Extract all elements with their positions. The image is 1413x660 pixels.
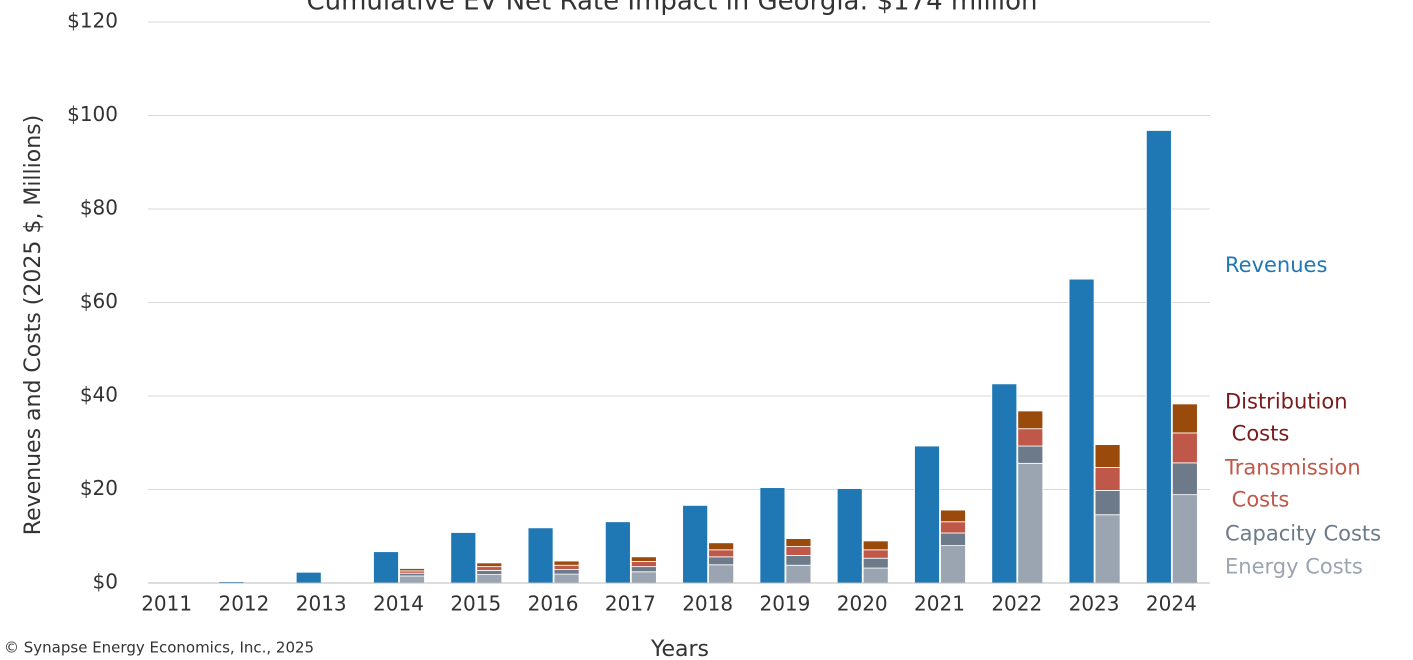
y-tick-label: $80 — [80, 196, 118, 220]
bar-segment — [1171, 432, 1198, 464]
chart-title: Cumulative EV Net Rate Impact in Georgia… — [306, 0, 1037, 17]
x-tick-label: 2018 — [682, 592, 733, 616]
y-tick-label: $40 — [80, 383, 118, 407]
y-tick-label: $100 — [67, 102, 118, 126]
bar-segment — [630, 561, 657, 568]
bar-segment — [399, 575, 425, 584]
legend-label: Distribution Costs — [1225, 389, 1348, 445]
legend-label: Energy Costs — [1225, 554, 1363, 578]
legend-label: Revenues — [1225, 253, 1327, 277]
y-axis-label: Revenues and Costs (2025 $, Millions) — [21, 115, 46, 535]
x-tick-label: 2017 — [605, 592, 656, 616]
bar-segment — [708, 542, 735, 551]
bar-segment — [476, 562, 503, 568]
bar-segment — [862, 540, 889, 551]
bar-segment — [940, 532, 966, 546]
bar-segment — [1094, 467, 1121, 491]
bar-segment — [630, 566, 657, 573]
x-tick-label: 2015 — [450, 592, 501, 616]
bar-segment — [553, 569, 580, 575]
bar-segment — [476, 566, 503, 571]
x-tick-label: 2013 — [296, 592, 347, 616]
bar-segment — [862, 549, 889, 559]
bar-segment — [1017, 410, 1044, 430]
bar-segment — [1094, 490, 1121, 516]
bar-segment — [1094, 514, 1121, 584]
bar-segment — [399, 568, 425, 572]
bar-segment — [553, 560, 580, 566]
x-axis-label: Years — [650, 637, 709, 660]
bar-segment — [1017, 428, 1044, 447]
bar-segment — [785, 546, 812, 556]
bar-segment — [1017, 445, 1044, 464]
bar-segment — [553, 573, 580, 584]
bar-segment — [450, 532, 477, 584]
bar-segment — [476, 574, 503, 584]
bar-segment — [785, 538, 812, 547]
y-tick-label: $120 — [67, 9, 118, 33]
bar-segment — [940, 545, 966, 584]
x-tick-label: 2011 — [141, 592, 192, 616]
bar-segment — [399, 572, 425, 577]
bar-segment — [1171, 403, 1198, 434]
bar-segment — [1017, 462, 1044, 584]
y-tick-label: $0 — [93, 570, 118, 594]
bar-segment — [914, 445, 940, 584]
bar-segment — [630, 571, 657, 584]
bar-segment — [940, 509, 966, 523]
bar-segment — [373, 551, 399, 584]
bar-segment — [604, 521, 631, 584]
bar-segment — [295, 571, 322, 584]
x-tick-label: 2021 — [914, 592, 965, 616]
bar-segment — [785, 564, 812, 584]
footnote: © Synapse Energy Economics, Inc., 2025 — [4, 639, 314, 657]
bar-segment — [836, 488, 863, 584]
y-tick-label: $60 — [80, 289, 118, 313]
y-tick-label: $20 — [80, 476, 118, 500]
x-tick-label: 2023 — [1069, 592, 1120, 616]
bar-segment — [553, 564, 580, 570]
bar-segment — [1171, 462, 1198, 496]
x-tick-label: 2016 — [528, 592, 579, 616]
bar-segment — [785, 555, 812, 566]
legend-label: Transmission Costs — [1224, 455, 1361, 511]
bar-segment — [708, 564, 735, 584]
bar-segment — [1094, 444, 1121, 468]
bar-segment — [1145, 130, 1172, 584]
bar-segment — [630, 556, 657, 562]
x-tick-label: 2024 — [1146, 592, 1197, 616]
bar-segment — [1171, 494, 1198, 584]
bar-segment — [940, 521, 966, 534]
x-tick-label: 2012 — [218, 592, 269, 616]
x-tick-label: 2014 — [373, 592, 424, 616]
legend-label: Capacity Costs — [1225, 521, 1381, 545]
bar-segment — [708, 556, 735, 566]
x-tick-label: 2020 — [837, 592, 888, 616]
bar-segment — [527, 527, 554, 584]
x-tick-label: 2022 — [991, 592, 1042, 616]
bar-segment — [708, 549, 735, 558]
bar-segment — [1068, 278, 1095, 584]
bar-segment — [862, 567, 889, 584]
bar-segment — [682, 504, 709, 584]
bar-segment — [759, 487, 786, 584]
bar-segment — [991, 383, 1018, 584]
x-tick-label: 2019 — [759, 592, 810, 616]
bar-segment — [476, 569, 503, 575]
bar-segment — [862, 557, 889, 569]
